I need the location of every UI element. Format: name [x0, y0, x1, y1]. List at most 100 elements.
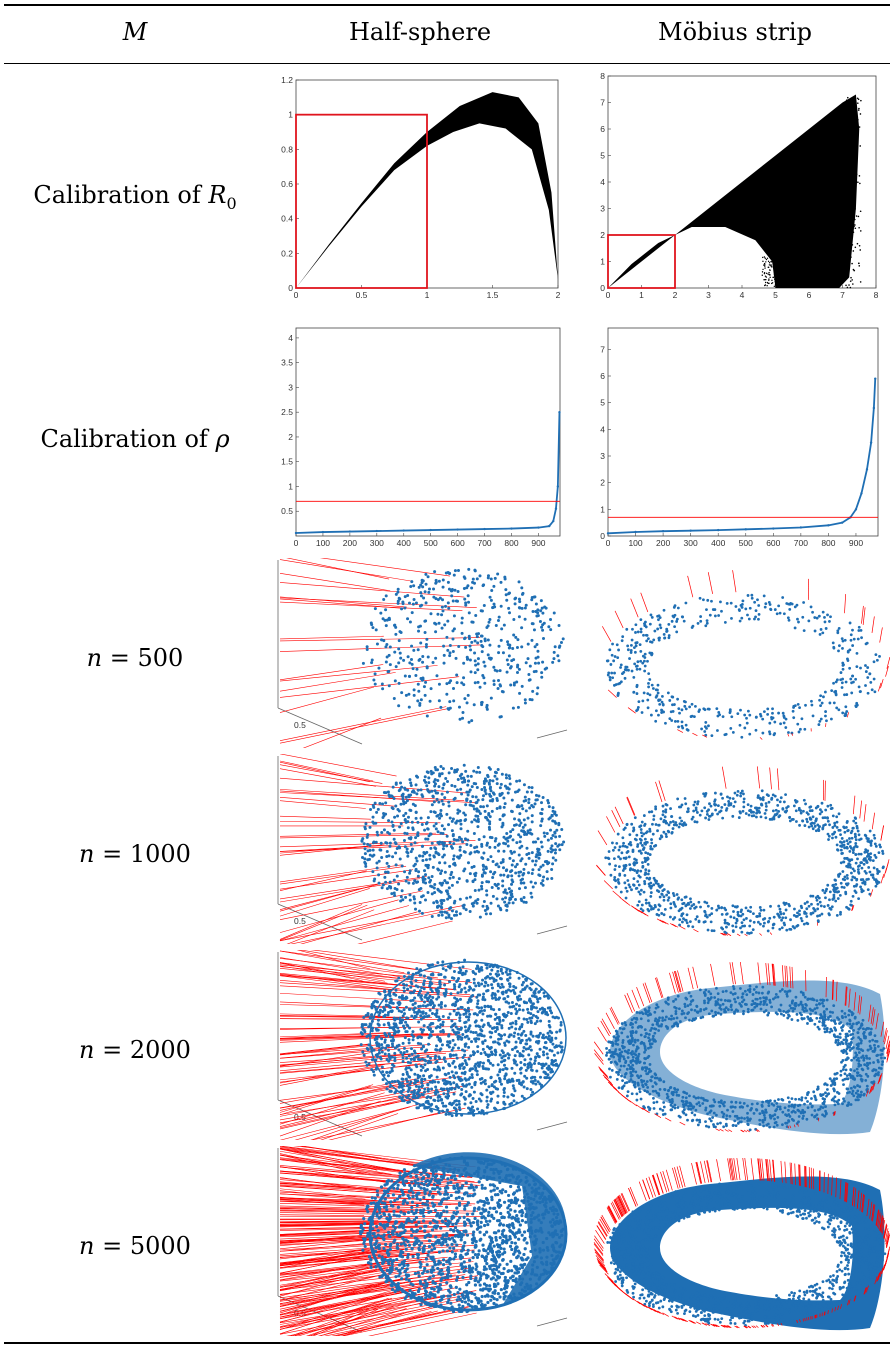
sample-point [650, 842, 653, 845]
sample-point [520, 626, 523, 629]
sample-point [640, 828, 643, 831]
sample-point [836, 914, 839, 917]
sample-point [417, 648, 420, 651]
point [763, 279, 764, 280]
sample-point [398, 1003, 401, 1006]
sample-point [438, 699, 441, 702]
sample-point [378, 802, 381, 805]
sample-point [841, 852, 844, 855]
sample-point [491, 1064, 494, 1067]
sample-point [613, 876, 616, 879]
sample-point [803, 728, 806, 731]
sample-point [529, 698, 532, 701]
sample-point [849, 622, 852, 625]
sample-point [374, 802, 377, 805]
sample-point [772, 809, 775, 812]
sample-point [495, 863, 498, 866]
sample-point [392, 824, 395, 827]
sample-point [363, 842, 366, 845]
sample-point [529, 1058, 532, 1061]
sample-point [865, 861, 868, 864]
normal-arrow [880, 627, 883, 642]
sample-point [841, 637, 844, 640]
sample-point [757, 794, 760, 797]
sample-point [813, 616, 816, 619]
sample-point [801, 717, 804, 720]
normal-arrow [612, 810, 620, 827]
sample-point [469, 1054, 472, 1057]
sample-point [667, 891, 670, 894]
sample-point [549, 829, 552, 832]
sample-point [485, 889, 488, 892]
sample-point [468, 637, 471, 640]
sample-point [406, 855, 409, 858]
sample-point [838, 812, 841, 815]
sample-point [410, 991, 413, 994]
sample-point [441, 1024, 444, 1027]
sample-point [618, 874, 621, 877]
sample-point [515, 1046, 518, 1049]
sample-point [550, 877, 553, 880]
point [858, 262, 860, 264]
sample-point [484, 816, 487, 819]
sample-point [403, 839, 406, 842]
sample-point [668, 634, 671, 637]
sample-point [433, 891, 436, 894]
sample-point [679, 816, 682, 819]
row-label-calibration-r0: Calibration of R0 [4, 181, 266, 213]
sample-point [542, 864, 545, 867]
sample-point [500, 639, 503, 642]
sample-point [469, 852, 472, 855]
sample-point [499, 818, 502, 821]
normal-arrow [777, 768, 779, 790]
sample-point [472, 1050, 475, 1053]
sample-point [672, 616, 675, 619]
sample-point [505, 971, 508, 974]
sample-point [719, 600, 722, 603]
normal-arrow [881, 874, 884, 883]
sample-point [842, 668, 845, 671]
sample-point [792, 705, 795, 708]
sample-point [726, 922, 729, 925]
y-tick-label: 6 [600, 371, 605, 381]
sample-point [422, 894, 425, 897]
sample-point [793, 914, 796, 917]
sample-point [625, 897, 628, 900]
sample-point [489, 779, 492, 782]
sample-point [765, 802, 768, 805]
sample-point [429, 1057, 432, 1060]
sample-point [373, 879, 376, 882]
sample-point [421, 855, 424, 858]
sample-point [459, 990, 462, 993]
sample-point [700, 728, 703, 731]
sample-point [841, 870, 844, 873]
point [856, 173, 858, 175]
sample-point [489, 786, 492, 789]
sample-point [504, 896, 507, 899]
normal-arrow [604, 880, 613, 888]
sample-point [511, 647, 514, 650]
sample-point [401, 1081, 404, 1084]
sample-point [687, 729, 690, 732]
x-tick-label: 100 [316, 538, 330, 548]
sample-point [534, 802, 537, 805]
sample-point [437, 1081, 440, 1084]
sample-point [878, 870, 881, 873]
sample-point [835, 815, 838, 818]
sample-point [678, 806, 681, 809]
sample-point [505, 990, 508, 993]
sample-point [524, 607, 527, 610]
x-tick-label: 200 [656, 538, 670, 548]
sample-point [440, 902, 443, 905]
sample-point [642, 655, 645, 658]
sample-point [399, 900, 402, 903]
sample-point [541, 629, 544, 632]
sample-point [505, 909, 508, 912]
sample-point [455, 674, 458, 677]
sample-point [410, 1033, 413, 1036]
sample-point [410, 645, 413, 648]
sample-point [468, 611, 471, 614]
sample-point [854, 836, 857, 839]
sample-point [396, 847, 399, 850]
sample-point [376, 834, 379, 837]
